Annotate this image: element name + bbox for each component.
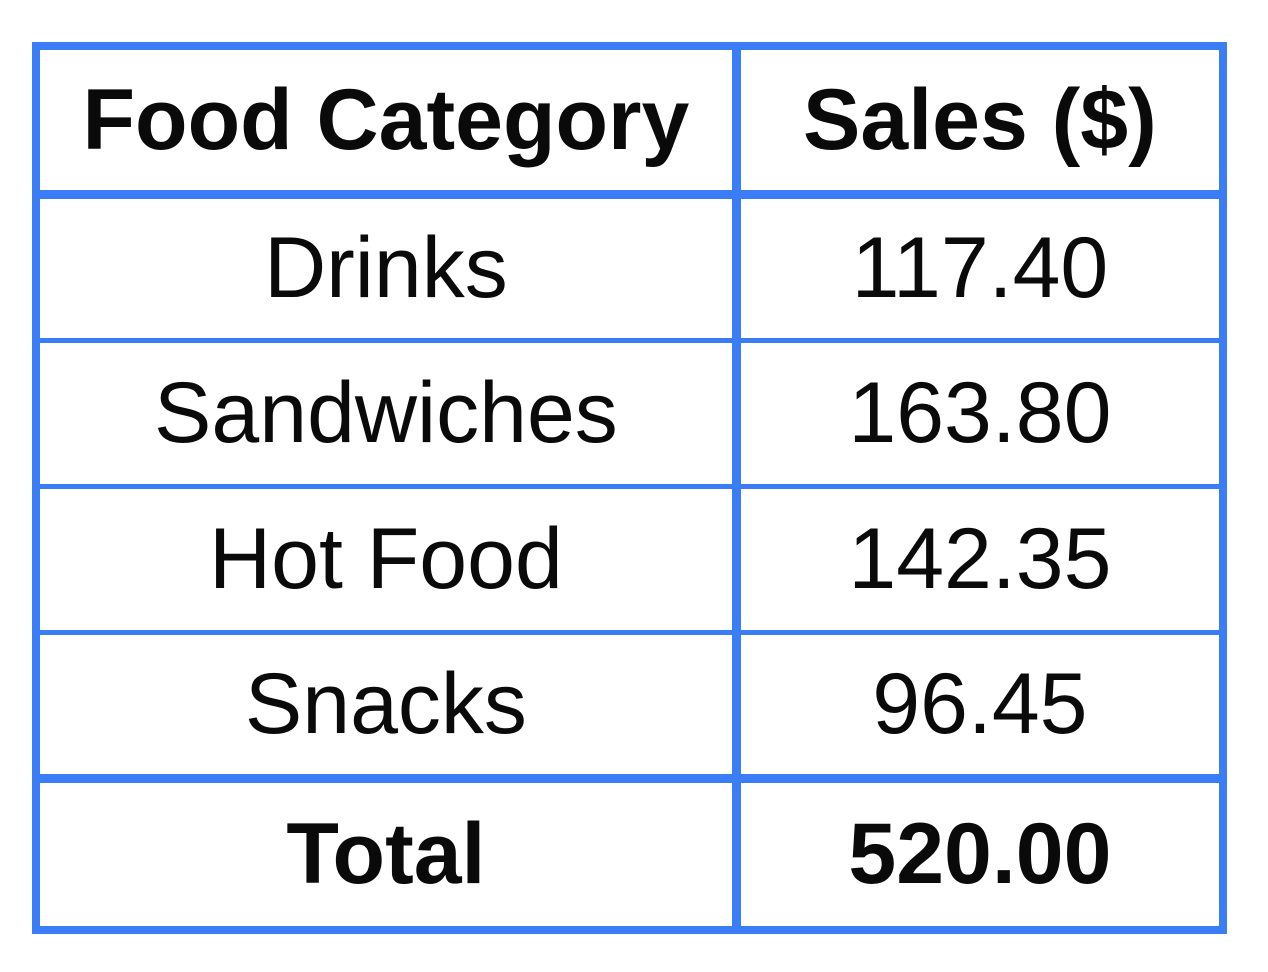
sales-cell: 117.40 xyxy=(733,191,1226,343)
total-row: Total 520.00 xyxy=(33,773,1226,933)
table-row: Drinks 117.40 xyxy=(33,191,1226,343)
table-footer: Total 520.00 xyxy=(33,773,1226,933)
food-sales-table: Food Category Sales ($) Drinks 117.40 Sa… xyxy=(32,42,1227,934)
column-header-food-category: Food Category xyxy=(33,43,741,199)
category-cell: Snacks xyxy=(33,629,741,781)
table-header: Food Category Sales ($) xyxy=(33,43,1226,199)
sales-cell: 163.80 xyxy=(733,337,1226,489)
category-cell: Sandwiches xyxy=(33,337,741,489)
sales-cell: 142.35 xyxy=(733,483,1226,635)
total-value-cell: 520.00 xyxy=(733,773,1226,933)
table-body: Drinks 117.40 Sandwiches 163.80 Hot Food… xyxy=(33,191,1226,781)
table-row: Snacks 96.45 xyxy=(33,629,1226,781)
sales-cell: 96.45 xyxy=(733,629,1226,781)
table-row: Sandwiches 163.80 xyxy=(33,337,1226,489)
category-cell: Drinks xyxy=(33,191,741,343)
header-row: Food Category Sales ($) xyxy=(33,43,1226,199)
category-cell: Hot Food xyxy=(33,483,741,635)
column-header-sales: Sales ($) xyxy=(733,43,1226,199)
sales-table-container: Food Category Sales ($) Drinks 117.40 Sa… xyxy=(32,42,1227,934)
table-row: Hot Food 142.35 xyxy=(33,483,1226,635)
total-label-cell: Total xyxy=(33,773,741,933)
